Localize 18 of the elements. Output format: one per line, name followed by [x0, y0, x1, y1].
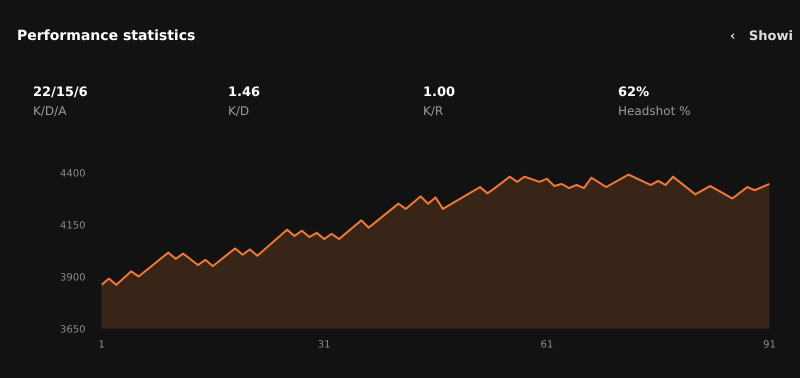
x-tick-label: 1: [98, 340, 105, 350]
y-tick-label: 3900: [60, 272, 86, 284]
y-tick-label: 3650: [60, 324, 86, 336]
y-tick-label: 4400: [60, 168, 86, 180]
text: Headshot %: [618, 104, 690, 118]
x-tick-label: 61: [540, 340, 554, 350]
x-tick-label: 91: [763, 340, 776, 350]
y-tick-label: 4150: [60, 220, 86, 232]
text: 62%: [618, 85, 650, 100]
text: K/R: [423, 104, 444, 118]
text: K/D/A: [33, 104, 66, 118]
text: Performance statistics: [17, 28, 196, 44]
text: 1.00: [423, 85, 456, 100]
text: ‹ Showi: [730, 29, 793, 44]
text: K/D: [228, 104, 250, 118]
text: 22/15/6: [33, 85, 88, 100]
x-tick-label: 31: [318, 340, 331, 350]
text: 1.46: [228, 85, 260, 100]
